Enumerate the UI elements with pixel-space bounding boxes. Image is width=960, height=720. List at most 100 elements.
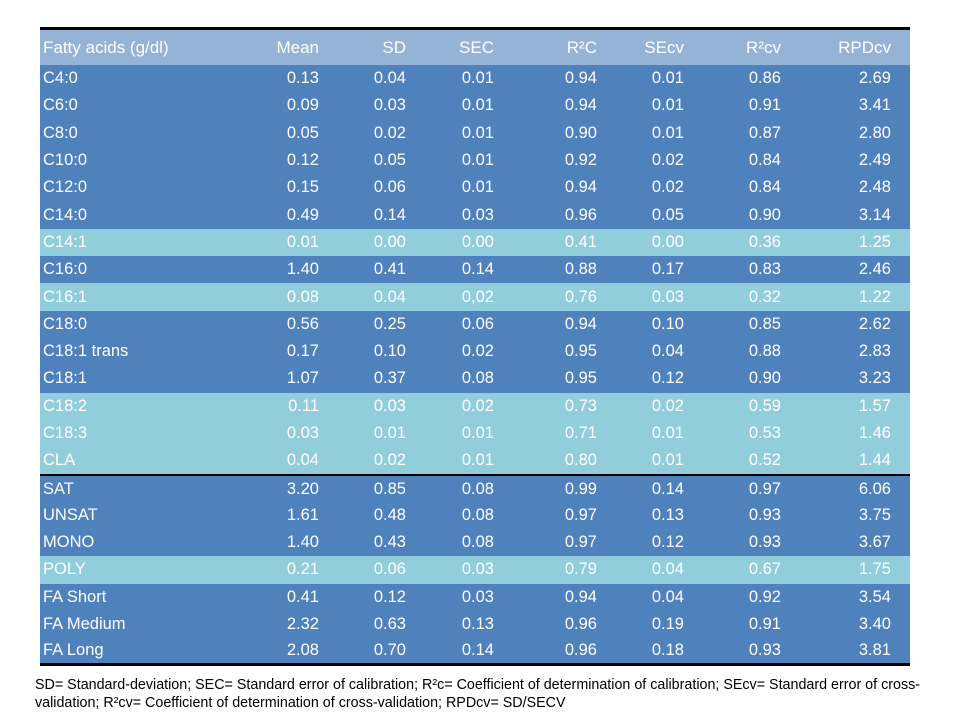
table-cell: 0.02 bbox=[651, 396, 684, 415]
table-cell: 0.88 bbox=[564, 260, 597, 279]
table-cell: 0.90 bbox=[748, 369, 781, 388]
table-cell: 0.91 bbox=[748, 96, 781, 115]
row-label: C10:0 bbox=[43, 151, 88, 170]
row-label: C6:0 bbox=[43, 96, 78, 115]
table-cell: 0.21 bbox=[286, 560, 319, 579]
table-cell: 0.96 bbox=[564, 615, 597, 634]
table-cell: 0.79 bbox=[564, 560, 597, 579]
table-row: POLY 0.21 0.06 0.03 0.79 0.04 0.67 1.75 bbox=[40, 556, 910, 584]
table-header-row: Fatty acids (g/dl) Mean SD SEC R²C SEcv … bbox=[40, 27, 910, 65]
row-label: C18:1 bbox=[43, 369, 88, 388]
table-cell: 0.41 bbox=[373, 260, 406, 279]
header-secv: SEcv bbox=[644, 37, 684, 57]
table-cell: 0.14 bbox=[651, 479, 684, 498]
table-cell: 0.01 bbox=[461, 151, 494, 170]
table-cell: 0.17 bbox=[286, 342, 319, 361]
table-row: C18:1 trans 0.17 0.10 0.02 0.95 0.04 0.88 2.83 bbox=[40, 337, 910, 366]
table-footnote: SD= Standard-deviation; SEC= Standard er… bbox=[35, 677, 920, 711]
table-cell: 0.88 bbox=[748, 342, 781, 361]
table-cell: 0.01 bbox=[651, 424, 684, 442]
table-cell: 0.04 bbox=[651, 587, 684, 606]
table-cell: 0.84 bbox=[748, 151, 781, 170]
table-cell: 1.40 bbox=[286, 533, 319, 552]
table-cell: 0.01 bbox=[373, 424, 406, 442]
table-cell: 1.25 bbox=[858, 232, 891, 251]
table-cell: 0.95 bbox=[564, 342, 597, 361]
header-mean: Mean bbox=[276, 37, 319, 57]
row-label: CLA bbox=[43, 451, 76, 470]
header-r2cv: R²cv bbox=[746, 37, 781, 57]
table-cell: 0.96 bbox=[564, 640, 597, 659]
table-cell: 0.06 bbox=[373, 560, 406, 579]
table-cell: 0.01 bbox=[286, 232, 319, 251]
table-cell: 0.03 bbox=[286, 424, 319, 442]
row-label: FA Long bbox=[43, 640, 104, 659]
table-cell: 0.97 bbox=[748, 479, 781, 498]
row-label: C18:0 bbox=[43, 314, 88, 333]
table-cell: 3.20 bbox=[286, 479, 319, 498]
table-cell: 0.08 bbox=[461, 479, 494, 498]
row-label: POLY bbox=[43, 560, 86, 579]
table-cell: 0.86 bbox=[748, 69, 781, 88]
table-cell: 3.14 bbox=[858, 205, 891, 224]
table-cell: 0.94 bbox=[564, 96, 597, 115]
header-rpdcv: RPDcv bbox=[838, 37, 891, 57]
table-row: FA Medium 2.32 0.63 0.13 0.96 0.19 0.91 3.40 bbox=[40, 610, 910, 639]
table-row: FA Short 0.41 0.12 0.03 0.94 0.04 0.92 3.54 bbox=[40, 583, 910, 611]
table-cell: 0.08 bbox=[461, 369, 494, 388]
table-row: C14:0 0.49 0.14 0.03 0.96 0.05 0.90 3.14 bbox=[40, 201, 910, 229]
table-cell: 0.05 bbox=[286, 123, 319, 142]
row-label: C16:1 bbox=[43, 287, 88, 306]
table-cell: 0.00 bbox=[461, 232, 494, 251]
table-cell: 0.02 bbox=[461, 396, 494, 415]
table-cell: 0.04 bbox=[286, 451, 319, 470]
header-sec: SEC bbox=[459, 37, 494, 57]
table-cell: 0.84 bbox=[748, 178, 781, 197]
table-row: C8:0 0.05 0.02 0.01 0.90 0.01 0.87 2.80 bbox=[40, 119, 910, 147]
table-cell: 0.12 bbox=[651, 369, 684, 388]
table-cell: 0.02 bbox=[651, 151, 684, 170]
table-cell: 0.08 bbox=[461, 533, 494, 552]
row-label: C18:3 bbox=[43, 424, 88, 442]
table-cell: 6.06 bbox=[858, 479, 891, 498]
table-cell: 1.46 bbox=[858, 424, 891, 442]
table-cell: 3.54 bbox=[858, 587, 891, 606]
table-cell: 0.80 bbox=[564, 451, 597, 470]
table-cell: 0.43 bbox=[373, 533, 406, 552]
table-row: C18:2 0.11 0.03 0.02 0.73 0.02 0.59 1.57 bbox=[40, 392, 910, 420]
table-cell: 0.17 bbox=[651, 260, 684, 279]
table-cell: 2.83 bbox=[858, 342, 891, 361]
table-cell: 0.49 bbox=[286, 205, 319, 224]
table-cell: 0.04 bbox=[651, 560, 684, 579]
table-cell: 0.19 bbox=[651, 615, 684, 634]
table-cell: 0.12 bbox=[286, 151, 319, 170]
table-row: SAT 3.20 0.85 0.08 0.99 0.14 0.97 6.06 bbox=[40, 474, 910, 502]
table-cell: 0.53 bbox=[748, 424, 781, 442]
table-cell: 1.61 bbox=[286, 505, 319, 524]
table-cell: 0.12 bbox=[373, 587, 406, 606]
table-cell: 2.49 bbox=[858, 151, 891, 170]
row-label: C18:1 trans bbox=[43, 342, 129, 361]
table-cell: 0.01 bbox=[461, 424, 494, 442]
table-row: C14:1 0.01 0.00 0.00 0.41 0.00 0.36 1.25 bbox=[40, 228, 910, 257]
table-cell: 2.69 bbox=[858, 69, 891, 88]
table-cell: 0.14 bbox=[373, 205, 406, 224]
header-sd: SD bbox=[382, 37, 406, 57]
table-row: MONO 1.40 0.43 0.08 0.97 0.12 0.93 3.67 bbox=[40, 529, 910, 557]
table-cell: 0.03 bbox=[373, 396, 406, 415]
table-cell: 0.41 bbox=[286, 587, 319, 606]
table-cell: 0.13 bbox=[286, 69, 319, 88]
table-cell: 0.10 bbox=[373, 342, 406, 361]
row-label: C8:0 bbox=[43, 123, 78, 142]
table-cell: 0.05 bbox=[373, 151, 406, 170]
table-row: FA Long 2.08 0.70 0.14 0.96 0.18 0.93 3.81 bbox=[40, 638, 910, 666]
table-cell: 0.02 bbox=[373, 451, 406, 470]
table-cell: 1.22 bbox=[858, 287, 891, 306]
table-cell: 3.81 bbox=[858, 640, 891, 659]
table-cell: 0.52 bbox=[748, 451, 781, 470]
row-label: FA Short bbox=[43, 587, 107, 606]
table-cell: 0.99 bbox=[564, 479, 597, 498]
table-cell: 0.25 bbox=[373, 314, 406, 333]
table-cell: 0.15 bbox=[286, 178, 319, 197]
table-cell: 0.01 bbox=[651, 451, 684, 470]
